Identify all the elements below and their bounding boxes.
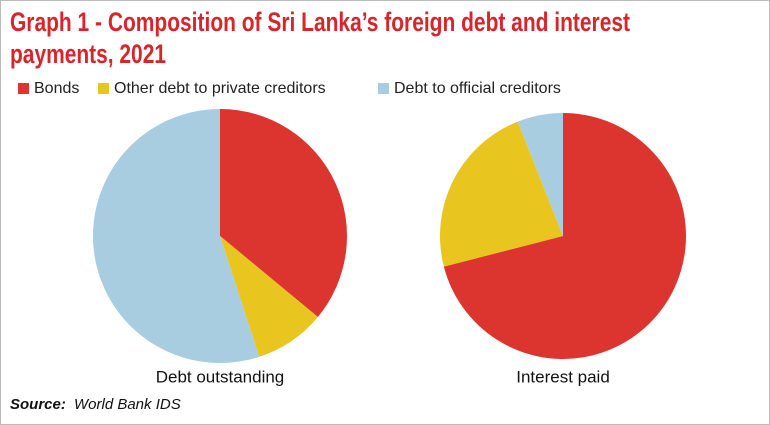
pie-slice bbox=[443, 113, 686, 359]
pie-slice bbox=[220, 236, 318, 357]
pie-slice bbox=[439, 121, 563, 267]
legend-swatch bbox=[378, 83, 389, 94]
legend-label: Debt to official creditors bbox=[394, 80, 561, 97]
pie-slice bbox=[517, 113, 563, 236]
chart-title: Graph 1 - Composition of Sri Lanka’s for… bbox=[10, 7, 630, 37]
source: World Bank IDS bbox=[74, 396, 181, 413]
chart-title: payments, 2021 bbox=[10, 39, 166, 69]
legend-label: Bonds bbox=[34, 80, 79, 97]
source-label: Source: bbox=[10, 396, 66, 413]
pie-slice bbox=[92, 109, 260, 363]
pie-label: Debt outstanding bbox=[156, 367, 285, 386]
legend-swatch bbox=[98, 83, 109, 94]
pie-slice bbox=[220, 109, 347, 317]
legend-label: Other debt to private creditors bbox=[114, 80, 326, 97]
legend-swatch bbox=[18, 83, 29, 94]
pie-label: Interest paid bbox=[516, 367, 610, 386]
